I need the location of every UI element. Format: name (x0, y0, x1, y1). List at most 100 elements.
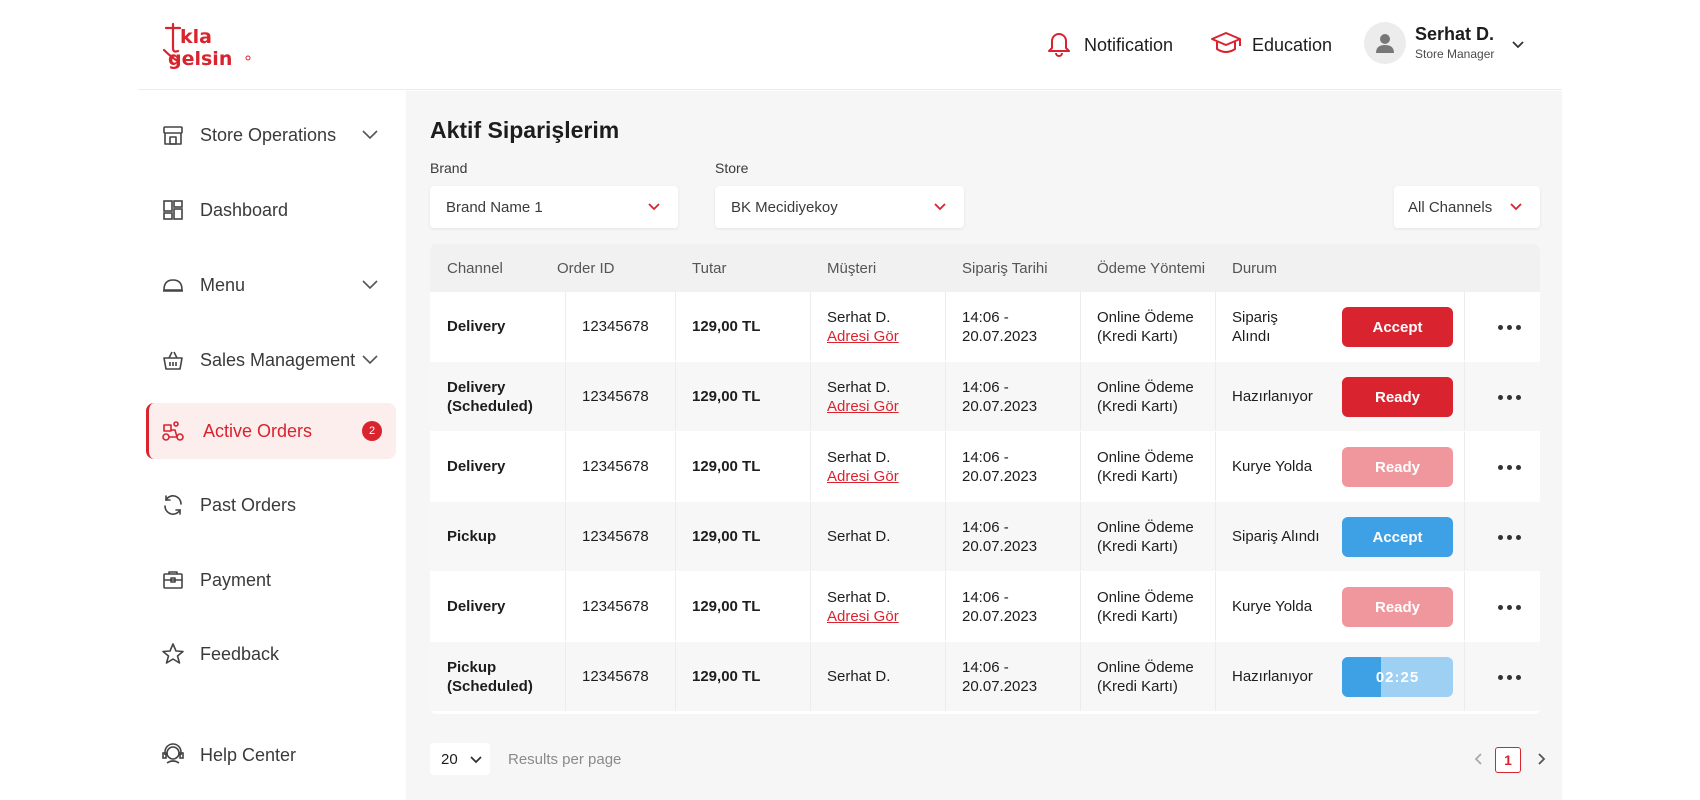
table-row[interactable]: Pickup (Scheduled) 12345678 129,00 TL Serhat… (430, 642, 1540, 711)
sidebar-item-help-center[interactable]: Help Center (146, 727, 396, 783)
cell-divider (675, 642, 676, 711)
sidebar-item-label: Past Orders (200, 494, 297, 515)
graduation-cap-icon (1210, 28, 1242, 63)
more-options-icon[interactable] (1498, 460, 1522, 474)
chevron-down-icon (646, 200, 662, 218)
address-link[interactable]: Adresi Gör (827, 397, 899, 415)
sidebar-item-dashboard[interactable]: Dashboard (146, 182, 396, 238)
payment-method-cell: Online Ödeme (Kredi Kartı) (1097, 642, 1194, 711)
table-row[interactable]: Delivery 12345678 129,00 TL Serhat D. Adresi… (430, 432, 1540, 501)
payment-method-line1: Online Ödeme (1097, 378, 1194, 396)
table-row[interactable]: Pickup 12345678 129,00 TL Serhat D. 14:06 -2… (430, 502, 1540, 571)
sidebar-item-label: Sales Management (200, 349, 356, 370)
cell-divider (945, 502, 946, 571)
cell-divider (1464, 362, 1465, 431)
more-options-icon[interactable] (1498, 320, 1522, 334)
order-time: 14:06 - (962, 308, 1009, 326)
sidebar-item-label: Store Operations (200, 124, 337, 145)
payment-method-cell: Online Ödeme (Kredi Kartı) (1097, 502, 1194, 571)
sidebar-item-feedback[interactable]: Feedback (146, 626, 396, 682)
cell-divider (675, 502, 676, 571)
cloche-icon (161, 273, 185, 297)
cell-divider (1080, 292, 1081, 361)
order-time: 14:06 - (962, 588, 1009, 606)
more-options-icon[interactable] (1498, 530, 1522, 544)
sidebar-item-store-operations[interactable]: Store Operations (146, 107, 396, 163)
ready-button[interactable]: Ready (1342, 587, 1453, 627)
cell-divider (1464, 572, 1465, 641)
address-link[interactable]: Adresi Gör (827, 327, 899, 345)
main-content: Aktif Siparişlerim Brand Brand Name 1 St… (406, 91, 1562, 800)
user-menu[interactable]: Serhat D. Store Manager (1364, 22, 1494, 64)
table-row[interactable]: Delivery 12345678 129,00 TL Serhat D. Adresi… (430, 292, 1540, 361)
cell-divider (675, 432, 676, 501)
customer-cell: Serhat D. Adresi Gör (827, 572, 899, 641)
status-cell: Kurye Yolda (1232, 458, 1313, 475)
more-options-icon[interactable] (1498, 670, 1522, 684)
accept-button[interactable]: Accept (1342, 517, 1453, 557)
brand-select-value: Brand Name 1 (446, 198, 543, 216)
sidebar-item-past-orders[interactable]: Past Orders (146, 477, 396, 533)
page-button-current[interactable]: 1 (1495, 747, 1521, 773)
column-header: Order ID (557, 260, 615, 277)
more-options-icon[interactable] (1498, 600, 1522, 614)
store-select[interactable]: BK Mecidiyekoy (715, 186, 964, 228)
brand-select[interactable]: Brand Name 1 (430, 186, 678, 228)
countdown-timer-button[interactable]: 02:25 (1342, 657, 1453, 697)
cell-divider (565, 292, 566, 361)
ready-button[interactable]: Ready (1342, 377, 1453, 417)
amount-cell: 129,00 TL (692, 668, 761, 685)
chevron-down-icon (360, 276, 380, 299)
channel-select[interactable]: All Channels (1394, 186, 1540, 228)
ready-button[interactable]: Ready (1342, 447, 1453, 487)
cell-divider (810, 642, 811, 711)
payment-method-line1: Online Ödeme (1097, 588, 1194, 606)
payment-method-line2: (Kredi Kartı) (1097, 397, 1178, 415)
payment-method-cell: Online Ödeme (Kredi Kartı) (1097, 432, 1194, 501)
sidebar-item-label: Feedback (200, 643, 280, 664)
per-page-select[interactable]: 20 (430, 743, 490, 775)
channel-cell: Pickup (447, 502, 496, 571)
payment-method-cell: Online Ödeme (Kredi Kartı) (1097, 292, 1194, 361)
chevron-right-icon[interactable] (1534, 751, 1548, 772)
education-button[interactable]: Education (1210, 28, 1332, 62)
status-cell: Sipariş Alındı (1232, 308, 1278, 345)
cell-divider (675, 292, 676, 361)
brand-logo[interactable]: kla gelsin (160, 18, 254, 72)
order-id-cell: 12345678 (582, 528, 649, 545)
cell-divider (565, 432, 566, 501)
cell-divider (810, 502, 811, 571)
sidebar-item-sales-management[interactable]: Sales Management (146, 332, 396, 388)
table-row[interactable]: Delivery (Scheduled) 12345678 129,00 TL Serh… (430, 362, 1540, 431)
accept-button[interactable]: Accept (1342, 307, 1453, 347)
address-link[interactable]: Adresi Gör (827, 467, 899, 485)
sidebar-item-payment[interactable]: Payment (146, 552, 396, 608)
order-date-cell: 14:06 -20.07.2023 (962, 362, 1037, 431)
channel-select-value: All Channels (1408, 198, 1493, 216)
sidebar-item-label: Active Orders (203, 420, 313, 441)
user-icon (1376, 34, 1394, 53)
table-row[interactable]: Delivery 12345678 129,00 TL Serhat D. Adresi… (430, 572, 1540, 641)
sidebar-item-active-orders[interactable]: Active Orders 2 (146, 403, 396, 459)
bell-icon (1044, 28, 1074, 63)
user-role: Store Manager (1415, 47, 1495, 61)
chevron-down-icon[interactable] (1510, 36, 1526, 57)
cell-divider (1215, 362, 1216, 431)
chevron-left-icon[interactable] (1472, 751, 1486, 772)
svg-text:kla: kla (180, 26, 212, 48)
order-id-cell: 12345678 (582, 598, 649, 615)
cell-divider (565, 502, 566, 571)
notification-button[interactable]: Notification (1044, 28, 1173, 62)
channel-text: Delivery (447, 378, 506, 396)
sidebar-item-menu[interactable]: Menu (146, 257, 396, 313)
payment-method-line2: (Kredi Kartı) (1097, 467, 1178, 485)
page-title: Aktif Siparişlerim (430, 117, 620, 143)
amount-cell: 129,00 TL (692, 458, 761, 475)
amount-cell: 129,00 TL (692, 318, 761, 335)
more-options-icon[interactable] (1498, 390, 1522, 404)
status-cell: Hazırlanıyor (1232, 668, 1313, 685)
active-orders-count-badge: 2 (362, 421, 382, 441)
address-link[interactable]: Adresi Gör (827, 607, 899, 625)
customer-name: Serhat D. (827, 588, 891, 606)
column-header: Durum (1232, 260, 1278, 277)
